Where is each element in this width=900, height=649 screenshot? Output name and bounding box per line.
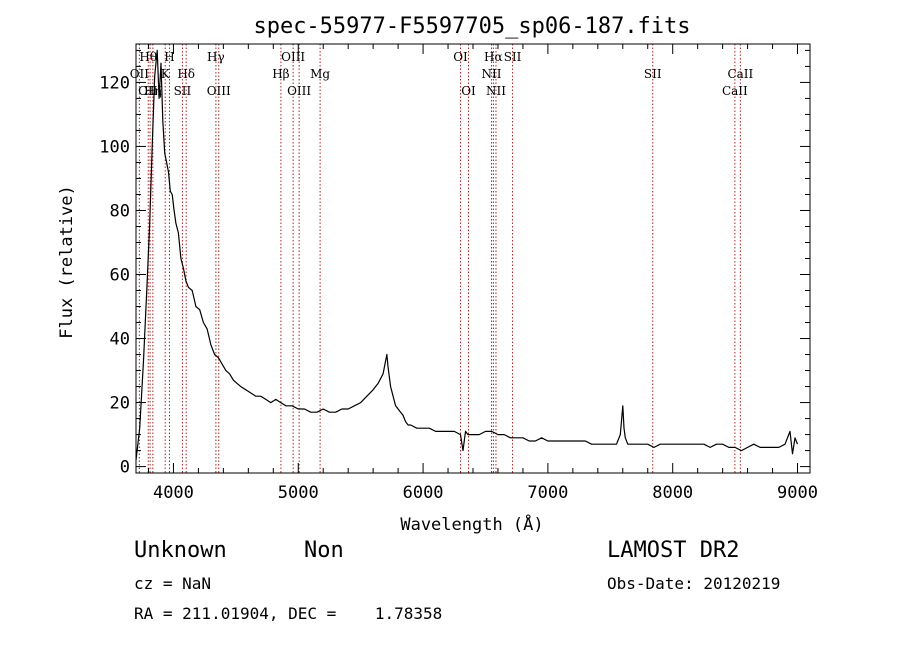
marker-label: OI [461,84,476,98]
marker-label: Mg [310,67,330,81]
y-tick-label: 120 [99,73,130,93]
y-tick-label: 20 [110,394,130,414]
marker-label: CaII [727,67,753,81]
series-layer [135,49,799,461]
x-tick-label: 4000 [153,483,194,503]
y-tick-label: 80 [110,201,130,221]
redshift-value: cz = NaN [134,574,212,593]
x-axis: 4000 5000 6000 7000 8000 9000 [147,44,818,503]
y-tick-label: 100 [99,137,130,157]
x-tick-label: 5000 [278,483,319,503]
x-tick-label: 9000 [777,483,818,503]
marker-label: Hα [484,50,503,64]
marker-label: Hη [144,84,162,98]
emission-line-markers [138,44,741,473]
object-subclass: Non [304,538,344,563]
marker-label: OIII [138,84,162,98]
object-class: Unknown [134,538,227,563]
marker-label: NII [486,84,506,98]
marker-label: OI [453,50,468,64]
y-axis-label: Flux (relative) [57,185,77,339]
marker-label: H [164,50,174,64]
spectrum-line-0 [135,49,799,461]
marker-label: Hδ [177,67,195,81]
observation-date: Obs-Date: 20120219 [607,574,781,593]
x-tick-label: 7000 [527,483,568,503]
marker-label: OIII [287,84,311,98]
emission-line-labels: OIIHθOIIIHηKHSIIHδHγOIIIHβOIIIOIIIMgOIOI… [130,50,754,98]
marker-label: K [161,67,171,81]
marker-label: SII [504,50,522,64]
y-tick-label: 60 [110,266,130,286]
marker-label: OIII [207,84,231,98]
x-tick-label: 6000 [403,483,444,503]
plot-frame [135,43,811,474]
x-axis-label: Wavelength (Å) [400,513,543,535]
y-tick-label: 0 [120,458,130,478]
marker-label: SII [644,67,662,81]
marker-label: NII [481,67,501,81]
y-tick-label: 40 [110,330,130,350]
marker-label: Hγ [207,50,225,64]
x-tick-label: 8000 [652,483,693,503]
marker-label: CaII [722,84,748,98]
marker-label: OIII [281,50,305,64]
marker-label: SII [174,84,192,98]
survey-name: LAMOST DR2 [607,538,740,563]
marker-label: Hβ [272,67,289,81]
chart-title: spec-55977-F5597705_sp06-187.fits [253,14,690,39]
marker-label: Hθ [139,50,157,64]
coordinates: RA = 211.01904, DEC = 1.78358 [134,604,443,623]
marker-label: OII [130,67,150,81]
y-axis: 0 20 40 60 80 100 120 [99,49,810,478]
